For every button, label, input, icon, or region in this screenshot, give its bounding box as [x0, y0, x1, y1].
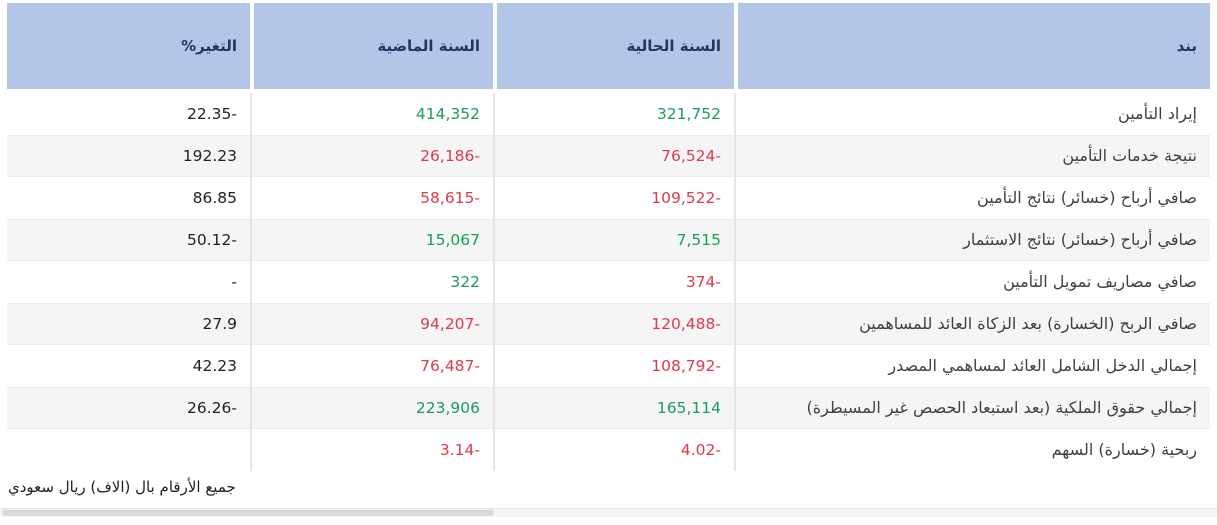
current-year-cell: 321,752: [493, 93, 734, 135]
financial-results-page: { "colors": { "header_bg": "#b4c6e7", "h…: [0, 3, 1217, 525]
column-header-item: بند: [734, 3, 1210, 89]
current-year-cell: 374-: [493, 261, 734, 303]
item-cell: إجمالي الدخل الشامل العائد لمساهمي المصد…: [734, 345, 1210, 387]
table-row: صافي أرباح (خسائر) نتائج التأمين 109,522…: [7, 177, 1210, 219]
current-year-cell: 76,524-: [493, 135, 734, 177]
table-header: بند السنة الحالية السنة الماضية التغير%: [7, 3, 1210, 89]
previous-year-cell: 414,352: [250, 93, 493, 135]
financial-comparison-table: بند السنة الحالية السنة الماضية التغير% …: [7, 3, 1210, 471]
table-row: إيراد التأمين 321,752 414,352 22.35-: [7, 93, 1210, 135]
change-percent-cell: 42.23: [192, 357, 237, 375]
item-cell: صافي الربح (الخسارة) بعد الزكاة العائد ل…: [734, 303, 1210, 345]
previous-year-cell: 15,067: [250, 219, 493, 261]
current-year-cell: 108,792-: [493, 345, 734, 387]
table-row: صافي الربح (الخسارة) بعد الزكاة العائد ل…: [7, 303, 1210, 345]
previous-year-cell: 76,487-: [250, 345, 493, 387]
change-percent-cell: 86.85: [192, 189, 237, 207]
previous-year-cell: 94,207-: [250, 303, 493, 345]
table-row: إجمالي الدخل الشامل العائد لمساهمي المصد…: [7, 345, 1210, 387]
item-cell: صافي مصاريف تمويل التأمين: [734, 261, 1210, 303]
column-header-previous-year: السنة الماضية: [250, 3, 493, 89]
horizontal-scrollbar[interactable]: [0, 508, 1217, 517]
change-percent-cell: 26.26-: [187, 399, 237, 417]
table-row: إجمالي حقوق الملكية (بعد استبعاد الحصص غ…: [7, 387, 1210, 429]
item-cell: صافي أرباح (خسائر) نتائج الاستثمار: [734, 219, 1210, 261]
item-cell: ربحية (خسارة) السهم: [734, 429, 1210, 471]
column-header-change-percent: التغير%: [7, 3, 250, 89]
change-percent-cell: [7, 429, 250, 471]
table-row: نتيجة خدمات التأمين 76,524- 26,186- 192.…: [7, 135, 1210, 177]
horizontal-scrollbar-thumb[interactable]: [2, 510, 494, 516]
item-cell: إجمالي حقوق الملكية (بعد استبعاد الحصص غ…: [734, 387, 1210, 429]
previous-year-cell: 58,615-: [250, 177, 493, 219]
item-cell: صافي أرباح (خسائر) نتائج التأمين: [734, 177, 1210, 219]
item-cell: إيراد التأمين: [734, 93, 1210, 135]
previous-year-cell: 322: [250, 261, 493, 303]
change-percent-cell: 27.9: [202, 315, 237, 333]
current-year-cell: 165,114: [493, 387, 734, 429]
current-year-cell: 7,515: [493, 219, 734, 261]
item-cell: نتيجة خدمات التأمين: [734, 135, 1210, 177]
previous-year-cell: 3.14-: [250, 429, 493, 471]
table-body: إيراد التأمين 321,752 414,352 22.35- نتي…: [7, 93, 1210, 471]
change-percent-cell: 22.35-: [187, 105, 237, 123]
change-percent-cell: 192.23: [182, 147, 237, 165]
column-header-current-year: السنة الحالية: [493, 3, 734, 89]
current-year-cell: 109,522-: [493, 177, 734, 219]
previous-year-cell: 26,186-: [250, 135, 493, 177]
table-row: صافي أرباح (خسائر) نتائج الاستثمار 7,515…: [7, 219, 1210, 261]
change-percent-cell: -: [231, 273, 237, 291]
table-row: صافي مصاريف تمويل التأمين 374- 322 -: [7, 261, 1210, 303]
current-year-cell: 120,488-: [493, 303, 734, 345]
previous-year-cell: 223,906: [250, 387, 493, 429]
change-percent-cell: 50.12-: [187, 231, 237, 249]
units-footnote: جميع الأرقام بال (الاف) ريال سعودي: [8, 478, 236, 496]
current-year-cell: 4.02-: [493, 429, 734, 471]
table-row: ربحية (خسارة) السهم 4.02- 3.14-: [7, 429, 1210, 471]
